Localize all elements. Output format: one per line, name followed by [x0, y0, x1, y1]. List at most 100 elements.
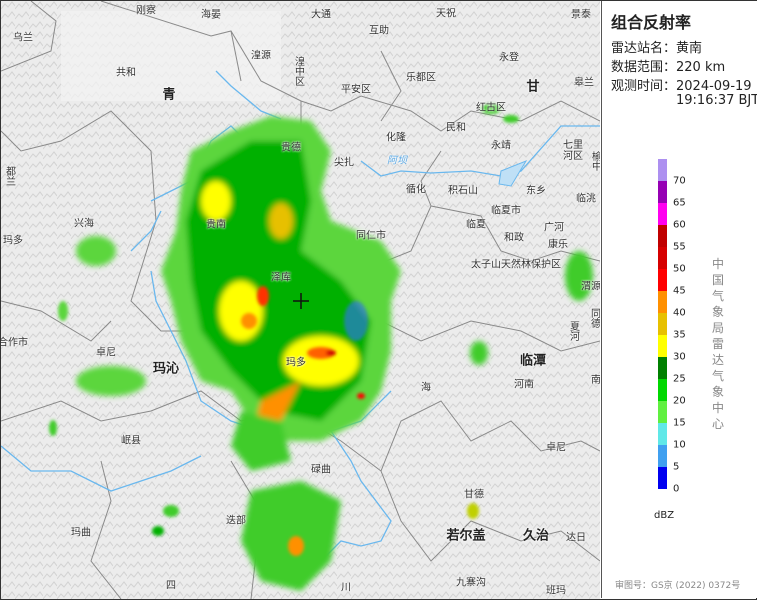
place-label: 卓尼 — [96, 347, 116, 359]
legend-tick: 55 — [673, 241, 686, 253]
station-label: 雷达站名： — [611, 41, 677, 56]
station-row: 雷达站名：黄南 — [611, 37, 702, 56]
place-label: 刚察 — [136, 5, 156, 17]
legend-swatch — [658, 269, 667, 291]
echo-high — [269, 203, 293, 239]
place-label: 贵德 — [281, 142, 301, 154]
place-label: 红古区 — [476, 102, 506, 114]
place-label: 夏河 — [567, 321, 579, 341]
place-label: 榆中 — [589, 151, 601, 171]
place-label: 都兰 — [3, 166, 15, 186]
place-label: 永登 — [499, 52, 519, 64]
legend-swatch — [658, 181, 667, 203]
time-label: 观测时间： — [611, 79, 677, 94]
legend-swatch — [658, 291, 667, 313]
legend-swatch — [658, 401, 667, 423]
place-label: 湟源 — [251, 50, 271, 62]
legend-tick: 60 — [673, 219, 686, 231]
legend-tick: 20 — [673, 395, 686, 407]
legend-swatch — [658, 445, 667, 467]
place-label: 九寨沟 — [456, 577, 486, 589]
echo-low — [470, 341, 488, 365]
echo-high — [201, 181, 231, 221]
echo-low — [241, 481, 341, 591]
place-label: 海晏 — [201, 9, 221, 21]
echo-high — [219, 281, 263, 341]
map-approval-number: 审图号：GS京 (2022) 0372号 — [615, 581, 741, 591]
crosshair-icon — [293, 293, 309, 309]
time-date: 2024-09-19 — [676, 79, 752, 94]
radar-echoes — [76, 116, 593, 591]
time-row: 观测时间：2024-09-19 — [611, 75, 752, 94]
place-label: 皋兰 — [574, 77, 594, 89]
legend-tick: 45 — [673, 285, 686, 297]
place-label: 若尔盖 — [446, 528, 486, 544]
place-label: 东乡 — [526, 185, 546, 197]
echo-low — [76, 236, 116, 266]
place-label: 玛多 — [286, 357, 306, 369]
legend-tick: 30 — [673, 351, 686, 363]
place-label: 玛曲 — [71, 527, 91, 539]
place-label: 乌兰 — [13, 32, 33, 44]
place-label: 同仁市 — [356, 230, 386, 242]
legend-swatch — [658, 203, 667, 225]
legend-swatch — [658, 247, 667, 269]
place-label: 岷县 — [121, 435, 141, 447]
time-clock: 19:16:37 BJT — [676, 93, 757, 108]
place-label: 班玛 — [546, 585, 566, 597]
place-label: 卓尼 — [546, 442, 566, 454]
place-label: 景泰 — [571, 9, 591, 21]
place-label: 互助 — [369, 25, 389, 37]
range-row: 数据范围：220 km — [611, 56, 725, 75]
range-value: 220 km — [676, 60, 726, 75]
station-value: 黄南 — [676, 41, 703, 56]
legend-swatch — [658, 357, 667, 379]
legend-tick: 25 — [673, 373, 686, 385]
place-label: 川 — [341, 582, 351, 594]
place-label: 临潭 — [519, 353, 547, 369]
legend-tick: 70 — [673, 175, 686, 187]
place-label: 临夏 — [466, 219, 486, 231]
place-label: 合作市 — [1, 337, 28, 349]
info-panel: 组合反射率 雷达站名：黄南 数据范围：220 km 观测时间：2024-09-1… — [601, 1, 757, 598]
legend-unit: dBZ — [654, 510, 675, 521]
place-label: 贵南 — [206, 219, 226, 231]
place-label: 太子山天然林保护区 — [471, 259, 561, 271]
legend-swatch — [658, 159, 667, 181]
place-label: 化隆 — [386, 132, 406, 144]
range-label: 数据范围： — [611, 60, 677, 75]
echo-low — [231, 411, 291, 471]
place-label: 平安区 — [341, 84, 371, 96]
admin-boundaries — [1, 1, 600, 599]
product-title: 组合反射率 — [611, 13, 692, 32]
place-label: 尖扎 — [334, 157, 354, 169]
legend-swatch — [658, 225, 667, 247]
legend-tick: 5 — [673, 461, 680, 473]
place-label: 同德 — [588, 308, 600, 328]
legend-swatch — [658, 313, 667, 335]
legend-tick: 15 — [673, 417, 686, 429]
legend-tick: 35 — [673, 329, 686, 341]
place-label: 迭部 — [226, 515, 246, 527]
organization-credit: 中国气象局雷达气象中心 — [712, 257, 725, 431]
echo-low — [565, 251, 593, 301]
legend-tick: 65 — [673, 197, 686, 209]
place-label: 海 — [421, 382, 431, 394]
place-label: 玛沁 — [152, 361, 180, 377]
lake-basin — [61, 11, 281, 101]
legend-tick: 40 — [673, 307, 686, 319]
legend-tick: 10 — [673, 439, 686, 451]
legend-swatch — [658, 379, 667, 401]
place-label: 甘德 — [464, 489, 484, 501]
place-label: 大通 — [311, 9, 331, 21]
echo-strong — [256, 381, 301, 421]
legend-swatch — [658, 423, 667, 445]
place-label: 湟中区 — [292, 56, 304, 86]
place-label: 循化 — [406, 184, 426, 196]
legend-tick: 50 — [673, 263, 686, 275]
legend-swatch — [658, 467, 667, 489]
legend-tick: 0 — [673, 483, 680, 495]
map-canvas — [1, 1, 600, 599]
place-label: 临洮 — [576, 193, 596, 205]
place-label: 青 — [162, 87, 176, 103]
